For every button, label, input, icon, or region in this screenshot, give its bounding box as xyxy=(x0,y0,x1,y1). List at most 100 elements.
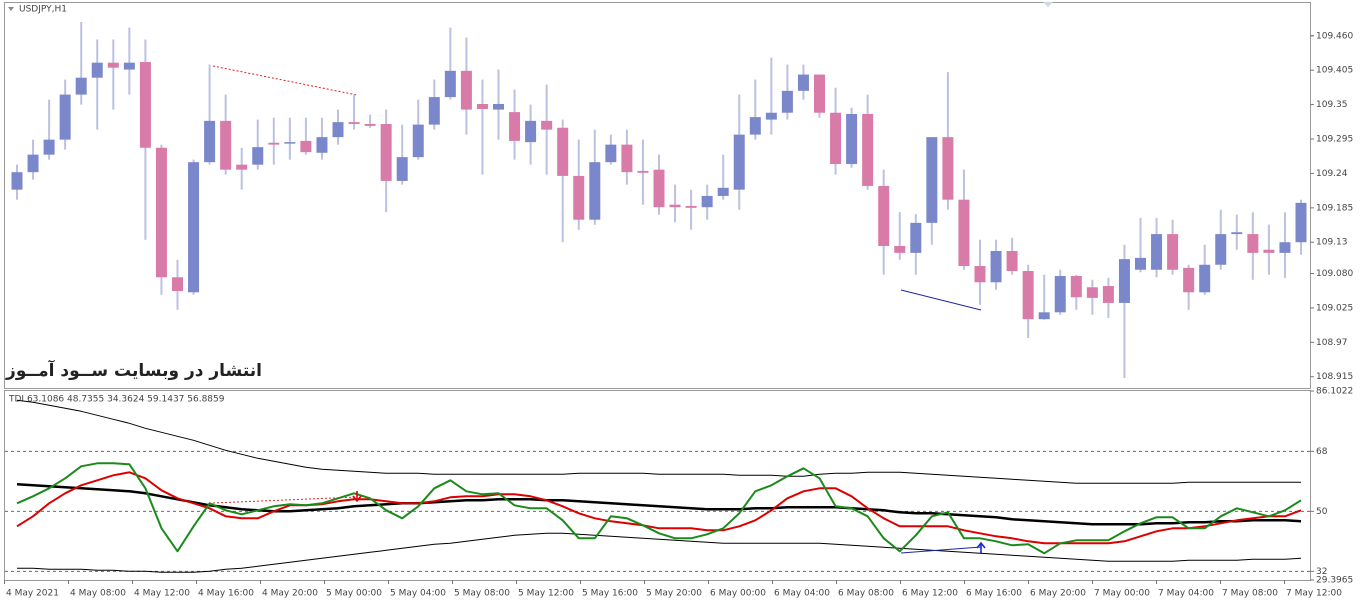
candle-body xyxy=(1151,234,1163,270)
x-tick-label: 6 May 08:00 xyxy=(838,589,894,599)
x-tick-label: 5 May 04:00 xyxy=(390,589,446,599)
candle-body xyxy=(1102,286,1114,303)
candle-body xyxy=(1279,242,1291,253)
buy-arrow xyxy=(976,541,986,553)
candle-body xyxy=(1022,271,1034,320)
y-tick-label: 109.295 xyxy=(1316,135,1353,145)
candle-body xyxy=(910,222,922,253)
candle-body xyxy=(1183,267,1195,293)
indicator-line xyxy=(16,462,1302,555)
candle-body xyxy=(1231,232,1243,235)
indicator-line xyxy=(16,399,1301,484)
candle-body xyxy=(958,199,970,267)
candle-body xyxy=(428,97,440,125)
trend-line xyxy=(212,496,358,504)
candle-body xyxy=(942,137,954,200)
candle-body xyxy=(621,144,633,173)
x-tick-label: 6 May 20:00 xyxy=(1030,589,1086,599)
candle-body xyxy=(1038,312,1050,320)
x-tick-label: 4 May 16:00 xyxy=(198,589,254,599)
candle-body xyxy=(573,175,585,220)
y-tick-label: 86.1022 xyxy=(1316,387,1353,397)
candle-body xyxy=(284,142,296,144)
trend-line xyxy=(900,289,982,311)
candle-body xyxy=(1247,234,1259,253)
candle-body xyxy=(1054,276,1066,313)
candle-body xyxy=(557,127,569,176)
indicator-title: TDI 63.1086 48.7355 34.3624 59.1437 56.8… xyxy=(8,395,225,405)
x-tick-label: 5 May 08:00 xyxy=(454,589,510,599)
x-tick-label: 7 May 04:00 xyxy=(1158,589,1214,599)
y-tick-label: 50 xyxy=(1316,507,1328,517)
indicator-annotations xyxy=(212,491,986,554)
candle-body xyxy=(1086,287,1098,298)
y-tick-label: 108.97 xyxy=(1316,338,1348,348)
candle-body xyxy=(765,112,777,120)
candle-body xyxy=(733,134,745,190)
candle-body xyxy=(541,120,553,130)
indicator-line xyxy=(17,532,1302,573)
y-tick-label: 29.3965 xyxy=(1316,576,1353,586)
candle-body xyxy=(188,162,200,293)
trend-line xyxy=(212,65,358,96)
candle-body xyxy=(27,154,39,173)
candle-body xyxy=(1295,202,1307,243)
candle-body xyxy=(509,112,521,141)
trend-line xyxy=(900,546,982,554)
candle-body xyxy=(412,124,424,158)
x-tick-label: 6 May 12:00 xyxy=(902,589,958,599)
shift-marker xyxy=(1043,2,1053,7)
candle-body xyxy=(797,74,809,91)
candle-body xyxy=(589,162,601,220)
x-tick-label: 4 May 20:00 xyxy=(262,589,318,599)
candle-body xyxy=(43,139,55,155)
candle-body xyxy=(814,74,825,113)
candle-body xyxy=(123,62,135,70)
candle-body xyxy=(11,172,23,190)
candle-body xyxy=(1006,250,1018,272)
x-tick-label: 4 May 12:00 xyxy=(134,589,190,599)
candle-body xyxy=(252,147,264,165)
x-tick-label: 7 May 08:00 xyxy=(1222,589,1278,599)
candle-body xyxy=(669,204,681,208)
candle-body xyxy=(1070,276,1082,298)
y-tick-label: 109.080 xyxy=(1316,269,1353,279)
candle-body xyxy=(605,144,617,163)
candle-body xyxy=(1215,234,1227,265)
x-tick-label: 6 May 04:00 xyxy=(774,589,830,599)
candle-body xyxy=(380,123,392,181)
candle-body xyxy=(204,120,216,163)
x-tick-label: 5 May 12:00 xyxy=(518,589,574,599)
candle-body xyxy=(1167,234,1179,270)
candle-body xyxy=(653,169,665,208)
y-tick-label: 109.185 xyxy=(1316,203,1353,213)
y-tick-label: 108.915 xyxy=(1316,372,1353,382)
y-tick-label: 109.13 xyxy=(1316,238,1348,248)
candle-body xyxy=(1199,264,1211,293)
candle-body xyxy=(701,195,713,208)
candle-body xyxy=(236,164,248,170)
candle-body xyxy=(990,250,1002,283)
sell-arrow xyxy=(352,491,362,503)
panel-menu-icon[interactable] xyxy=(8,7,14,11)
candle-body xyxy=(139,62,151,148)
candle-body xyxy=(894,245,906,253)
y-tick-label: 109.35 xyxy=(1316,100,1348,110)
chart-title: USDJPY,H1 xyxy=(19,5,67,15)
candle-body xyxy=(781,90,793,113)
x-tick-label: 5 May 00:00 xyxy=(326,589,382,599)
candle-body xyxy=(685,205,697,208)
x-tick-label: 5 May 16:00 xyxy=(582,589,638,599)
watermark: انتشار در وبسایت ســود آمــوز xyxy=(5,359,262,381)
candle-body xyxy=(220,120,232,170)
y-tick-label: 68 xyxy=(1316,447,1328,457)
y-tick-label: 109.24 xyxy=(1316,169,1348,179)
candle-body xyxy=(1263,249,1275,253)
y-tick-label: 109.025 xyxy=(1316,303,1353,313)
candle-body xyxy=(172,277,183,292)
candle-body xyxy=(348,122,360,124)
candle-body xyxy=(878,185,890,246)
candle-body xyxy=(268,142,280,145)
candle-body xyxy=(974,266,986,283)
